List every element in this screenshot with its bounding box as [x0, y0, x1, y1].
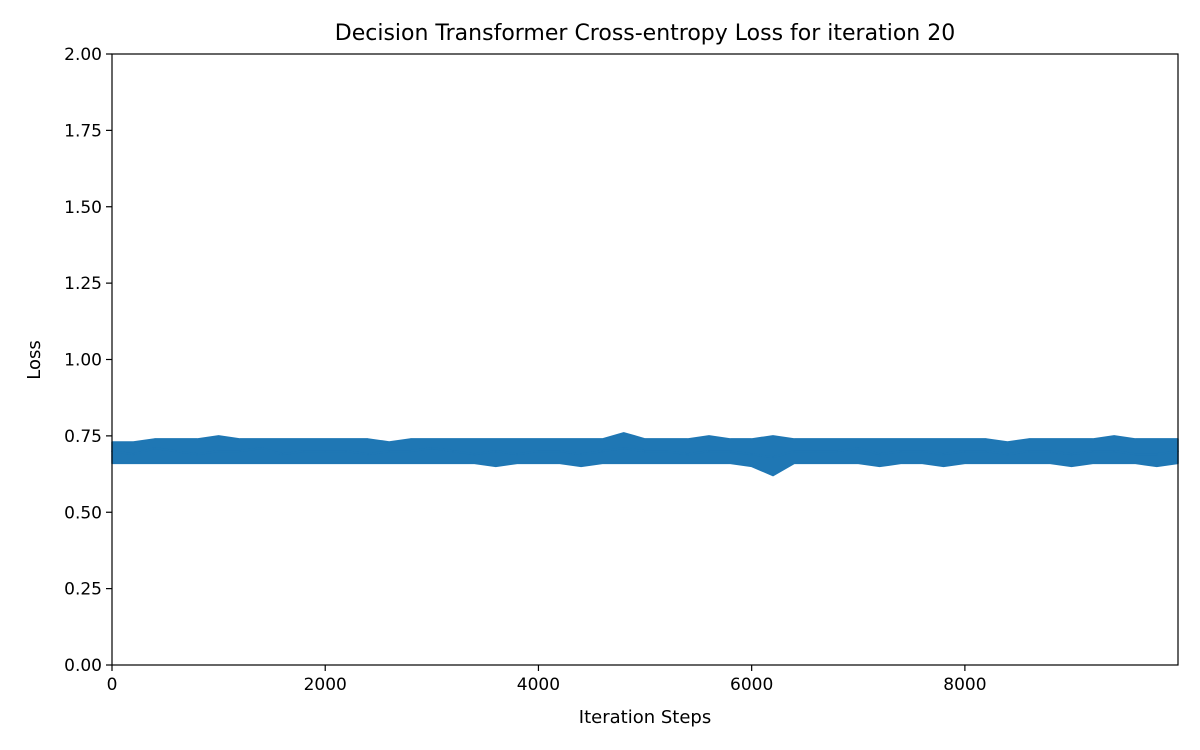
loss-point: [175, 450, 177, 452]
loss-point: [729, 450, 732, 452]
loss-point: [964, 450, 966, 452]
loss-point: [1155, 453, 1158, 456]
y-tick-label: 1.00: [64, 351, 102, 371]
loss-point: [452, 450, 454, 452]
loss-point: [153, 447, 156, 449]
loss-point: [388, 450, 390, 452]
loss-point: [473, 453, 476, 456]
loss-point: [324, 450, 327, 452]
loss-point: [537, 450, 540, 452]
loss-point: [942, 453, 945, 456]
loss-point: [601, 450, 604, 452]
x-tick-label: 2000: [304, 675, 347, 695]
loss-point: [260, 447, 263, 449]
chart-title: Decision Transformer Cross-entropy Loss …: [335, 21, 955, 46]
loss-point: [239, 450, 241, 452]
loss-point: [686, 453, 689, 456]
loss-point: [644, 450, 646, 452]
loss-point: [217, 450, 220, 452]
loss-point: [558, 450, 561, 452]
loss-point: [793, 450, 796, 452]
loss-point: [281, 453, 284, 456]
axes-frame: [111, 53, 1179, 666]
loss-point: [431, 447, 433, 449]
loss-point: [1070, 453, 1073, 456]
loss-point: [900, 450, 902, 452]
loss-point: [857, 447, 860, 449]
y-tick-label: 0.00: [64, 656, 102, 676]
loss-point: [303, 450, 305, 452]
loss-point: [1092, 450, 1094, 452]
loss-point: [836, 450, 838, 452]
x-axis-label: Iteration Steps: [579, 707, 711, 728]
loss-band: [111, 432, 1179, 477]
loss-point: [494, 450, 497, 452]
y-axis: 0.00 0.25 0.50 0.75 1.00 1.25 1.50 1.75 2.00: [64, 45, 112, 676]
x-axis: 0 2000 4000 6000 8000: [107, 665, 987, 695]
loss-point: [878, 453, 881, 456]
loss-point: [1049, 450, 1051, 452]
y-tick-label: 0.50: [64, 503, 102, 523]
loss-point: [1113, 450, 1115, 452]
loss-point: [750, 453, 753, 456]
x-tick-label: 6000: [730, 675, 773, 695]
loss-point: [814, 450, 817, 452]
loss-point: [516, 453, 518, 456]
x-tick-label: 8000: [943, 675, 986, 695]
loss-point: [921, 450, 924, 452]
y-tick-label: 1.50: [64, 198, 102, 218]
x-tick-label: 4000: [517, 675, 560, 695]
x-tick-label: 0: [107, 675, 118, 695]
loss-point: [1006, 453, 1009, 456]
loss-point: [665, 450, 668, 452]
loss-point: [580, 453, 582, 456]
loss-point: [772, 456, 774, 459]
y-tick-label: 0.25: [64, 580, 102, 600]
loss-point: [409, 450, 412, 452]
loss-point: [985, 450, 988, 452]
loss-point: [367, 453, 369, 456]
loss-point: [1028, 450, 1030, 452]
y-tick-label: 0.75: [64, 427, 102, 447]
loss-point: [1134, 453, 1137, 456]
loss-point: [345, 450, 348, 452]
loss-point: [196, 453, 199, 456]
y-tick-label: 1.25: [64, 274, 102, 294]
y-tick-label: 1.75: [64, 121, 102, 141]
loss-point: [622, 447, 625, 449]
plot-area: [111, 432, 1179, 477]
y-tick-label: 2.00: [64, 45, 102, 65]
loss-point: [708, 450, 710, 452]
loss-point: [132, 453, 135, 456]
y-axis-label: Loss: [24, 340, 45, 379]
